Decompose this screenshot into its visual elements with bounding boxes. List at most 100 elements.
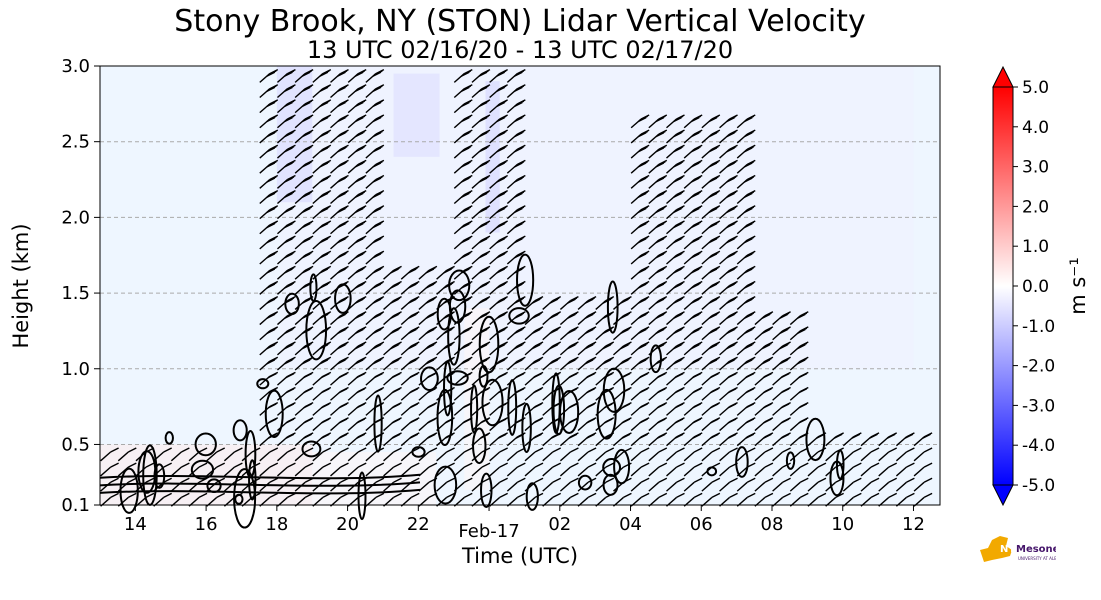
wind-barb-712	[789, 477, 809, 492]
wind-barb-6	[117, 462, 137, 477]
wind-barb-381	[489, 190, 508, 204]
wind-barb-362	[489, 477, 508, 492]
wind-barb-679	[736, 190, 756, 204]
wind-barb-623	[701, 250, 721, 265]
wind-barb-527	[630, 129, 650, 144]
wind-barb-741	[860, 462, 880, 477]
wind-barb-646	[719, 296, 738, 310]
wind-barb-439	[542, 401, 562, 416]
wind-barb-320	[453, 235, 473, 250]
wind-barb-522	[630, 205, 650, 220]
wind-barb-346	[471, 280, 491, 295]
wind-barb-416	[506, 99, 526, 114]
contour-36	[649, 344, 662, 374]
wind-barb-334	[471, 462, 491, 477]
wind-barb-532	[648, 447, 668, 462]
wind-barb-47	[259, 326, 279, 341]
wind-barb-616	[701, 356, 721, 371]
wind-barb-464	[577, 447, 597, 462]
wind-barb-619	[701, 311, 721, 326]
wind-barb-572	[666, 235, 685, 250]
wind-barb-471	[577, 341, 597, 356]
wind-barb-202	[347, 174, 367, 189]
wind-barb-387	[489, 99, 508, 114]
wind-barb-647	[719, 280, 738, 295]
x-tick-label-1: 16	[195, 514, 218, 535]
wind-barb-204	[347, 144, 367, 159]
y-tick-label-4: 2.0	[61, 207, 90, 228]
wind-barb-366	[489, 417, 508, 432]
wind-barb-668	[736, 356, 756, 371]
wind-barb-613	[701, 401, 721, 416]
wind-barb-230	[365, 190, 385, 204]
wind-barb-369	[489, 371, 508, 386]
wind-barb-600	[683, 205, 703, 220]
wind-barb-699	[772, 477, 791, 492]
wind-barb-730	[825, 477, 844, 492]
contour-25	[194, 432, 217, 457]
wind-barb-594	[683, 296, 703, 310]
wind-barb-273	[418, 462, 438, 477]
wind-barb-291	[436, 432, 455, 447]
wind-barb-14	[153, 462, 172, 477]
wind-barb-103	[294, 356, 314, 371]
x-tick-label-8: 06	[690, 514, 713, 535]
wind-barb-756	[913, 462, 933, 477]
contour-55	[785, 451, 796, 470]
colorbar-tick-label-5: 0.0	[1022, 277, 1049, 297]
wind-barb-96	[294, 462, 314, 477]
wind-barb-411	[506, 174, 526, 189]
wind-barb-579	[666, 129, 685, 144]
wind-barb-348	[471, 250, 491, 265]
wind-barb-259	[400, 432, 420, 447]
wind-barb-315	[453, 311, 473, 326]
wind-barb-399	[506, 356, 526, 371]
wind-barb-195	[347, 280, 367, 295]
wind-barb-89	[276, 129, 296, 144]
wind-barb-539	[648, 341, 668, 356]
wind-barb-606	[683, 114, 703, 129]
wind-barb-632	[701, 114, 721, 129]
wind-barb-650	[719, 235, 738, 250]
contour-54	[735, 446, 749, 478]
wind-barb-406	[506, 250, 526, 265]
wind-barb-584	[683, 447, 703, 462]
svg-text:UNIVERSITY AT ALBANY: UNIVERSITY AT ALBANY	[1018, 556, 1056, 561]
wind-barb-59	[259, 144, 279, 159]
x-tick-label-10: 10	[831, 514, 854, 535]
wind-barb-300	[436, 296, 455, 310]
wind-barb-563	[666, 371, 685, 386]
wind-barb-533	[648, 432, 668, 447]
colorbar-tick-label-8: -3.0	[1022, 396, 1055, 416]
wind-barb-582	[683, 477, 703, 492]
wind-barb-312	[453, 356, 473, 371]
wind-barb-331	[453, 68, 473, 83]
wind-barb-444	[542, 326, 562, 341]
wind-barb-42	[259, 401, 279, 416]
wind-barb-664	[736, 417, 756, 432]
wind-barb-743	[860, 432, 880, 447]
wind-barb-17	[170, 477, 190, 492]
wind-barb-30	[223, 462, 243, 477]
colorbar-tick-label-7: -2.0	[1022, 357, 1055, 377]
wind-barb-677	[736, 220, 756, 235]
wind-barb-95	[294, 477, 314, 492]
x-tick-label-9: 08	[761, 514, 784, 535]
wind-barb-658	[719, 114, 738, 129]
wind-barb-389	[489, 68, 508, 83]
wind-barb-134	[312, 326, 332, 341]
wind-barb-382	[489, 174, 508, 189]
wind-barb-595	[683, 280, 703, 295]
wind-barb-565	[666, 341, 685, 356]
wind-barb-587	[683, 401, 703, 416]
wind-barb-502	[612, 296, 632, 310]
wind-barb-207	[347, 99, 367, 114]
wind-barb-621	[701, 280, 721, 295]
wind-barb-252	[383, 296, 402, 310]
wind-barb-246	[383, 386, 402, 401]
wind-barb-487	[595, 311, 615, 326]
wind-barb-625	[701, 220, 721, 235]
wind-barb-479	[595, 432, 615, 447]
wind-barb-540	[648, 326, 668, 341]
wind-barb-538	[648, 356, 668, 371]
